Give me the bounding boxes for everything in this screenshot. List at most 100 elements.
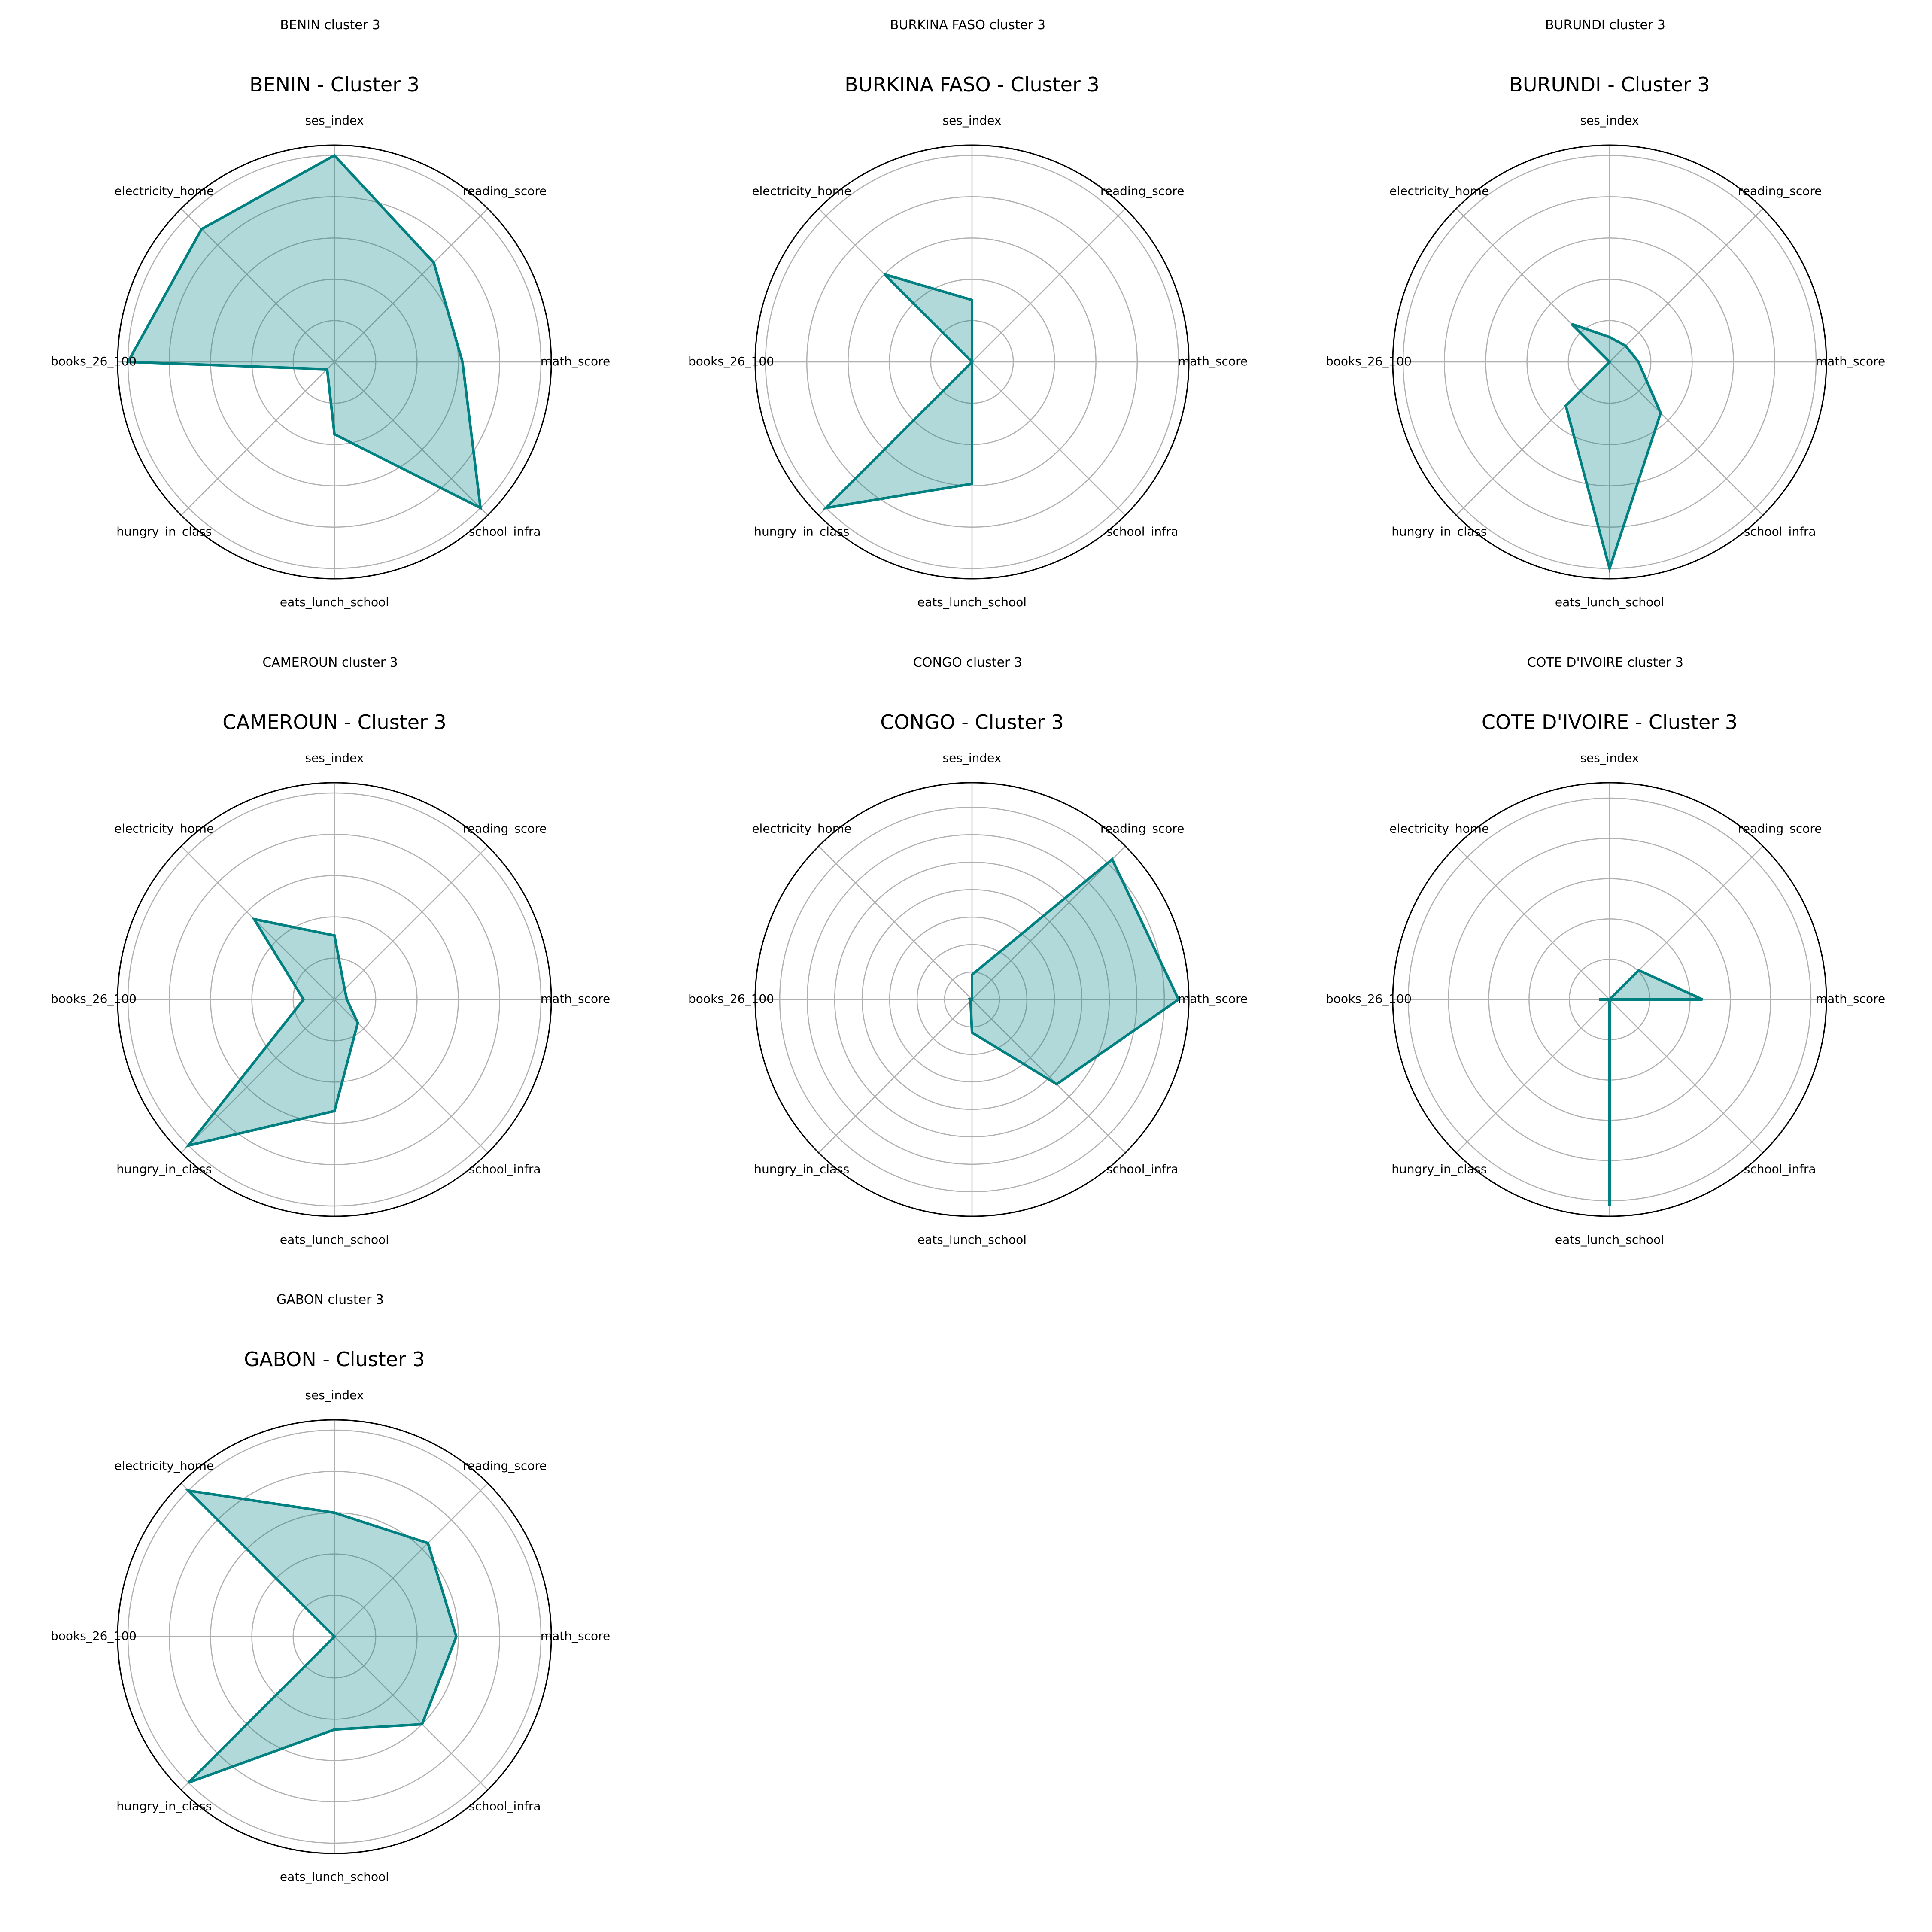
grid-spoke (1455, 999, 1610, 1154)
axis-label-eats-lunch-school: eats_lunch_school (1555, 1233, 1664, 1247)
grid-spoke (334, 1482, 489, 1637)
series-line (185, 1488, 458, 1784)
grid-spoke (1455, 845, 1610, 1000)
series-line (968, 857, 1180, 1086)
grid-spoke (334, 845, 489, 1000)
series-line (1599, 969, 1703, 1206)
chart-title: BURKINA FASO - Cluster 3 (844, 73, 1100, 96)
axis-label-hungry-in-class: hungry_in_class (754, 525, 849, 539)
axis-label-ses-index: ses_index (942, 751, 1001, 765)
axis-label-ses-index: ses_index (305, 751, 364, 765)
chart-title: CONGO - Cluster 3 (880, 711, 1064, 734)
axis-label-math-score: math_score (1178, 354, 1248, 368)
grid-spoke (180, 208, 335, 362)
axis-label-reading-score: reading_score (1738, 821, 1822, 835)
axis-label-math-score: math_score (1816, 354, 1885, 368)
axis-label-books-26-100: books_26_100 (1326, 992, 1412, 1006)
series-line (185, 917, 359, 1148)
grid-spoke (972, 208, 1126, 362)
grid-spoke (1609, 999, 1764, 1154)
polar-frame (1392, 782, 1827, 1217)
figure-subtitle: BENIN cluster 3 (280, 18, 380, 33)
radar-chart: BURUNDI cluster 3 BURUNDI - Cluster 3 ses_… (1326, 18, 1885, 609)
series-area (970, 859, 1179, 1084)
axis-label-ses-index: ses_index (305, 113, 364, 128)
axis-label-reading-score: reading_score (1738, 184, 1822, 198)
axis-label-eats-lunch-school: eats_lunch_school (280, 1870, 389, 1884)
series-area (128, 155, 481, 508)
axis-label-books-26-100: books_26_100 (688, 354, 774, 368)
grid-spoke (180, 999, 335, 1154)
axis-label-school-infra: school_infra (469, 1162, 541, 1176)
grid-spoke (972, 361, 1126, 516)
axis-label-electricity-home: electricity_home (114, 184, 214, 198)
axis-label-eats-lunch-school: eats_lunch_school (917, 595, 1027, 609)
grid-spoke (334, 999, 489, 1154)
axis-label-books-26-100: books_26_100 (688, 992, 774, 1006)
radar-chart: BURKINA FASO cluster 3 BURKINA FASO - Clu… (688, 18, 1248, 609)
axis-label-school-infra: school_infra (469, 1799, 541, 1814)
series-line (1564, 322, 1662, 573)
axis-label-books-26-100: books_26_100 (51, 992, 137, 1006)
series-area (1599, 970, 1703, 1206)
axis-label-reading-score: reading_score (1100, 821, 1185, 835)
axis-label-reading-score: reading_score (1100, 184, 1185, 198)
axis-label-books-26-100: books_26_100 (51, 354, 137, 368)
figure-subtitle: BURKINA FASO cluster 3 (890, 18, 1045, 33)
axis-label-electricity-home: electricity_home (114, 821, 214, 835)
polar-frame (1392, 144, 1827, 580)
chart-title: CAMEROUN - Cluster 3 (222, 711, 447, 734)
axis-label-ses-index: ses_index (305, 1388, 364, 1402)
axis-label-hungry-in-class: hungry_in_class (116, 1799, 212, 1814)
axis-label-reading-score: reading_score (463, 1458, 547, 1473)
grid-spoke (972, 845, 1126, 1000)
series-area (188, 1490, 456, 1783)
radar-chart: BENIN cluster 3 BENIN - Cluster 3 ses_inde… (51, 18, 610, 609)
figure-subtitle: GABON cluster 3 (276, 1292, 384, 1307)
axis-label-ses-index: ses_index (942, 113, 1001, 128)
axis-label-school-infra: school_infra (469, 525, 541, 539)
axis-label-hungry-in-class: hungry_in_class (754, 1162, 849, 1176)
polar-frame (117, 782, 552, 1217)
axis-label-math-score: math_score (541, 1629, 610, 1643)
polar-frame (754, 144, 1190, 580)
grid-spoke (818, 845, 972, 1000)
polar-frame (117, 1419, 552, 1854)
radar-chart: GABON cluster 3 GABON - Cluster 3 ses_inde… (51, 1292, 610, 1884)
radar-chart: COTE D'IVOIRE cluster 3 COTE D'IVOIRE - C… (1326, 655, 1885, 1247)
chart-title: BENIN - Cluster 3 (249, 73, 419, 96)
chart-title: GABON - Cluster 3 (244, 1348, 425, 1371)
axis-label-books-26-100: books_26_100 (51, 1629, 137, 1643)
axis-label-school-infra: school_infra (1744, 525, 1816, 539)
grid-spoke (334, 208, 489, 362)
polar-frame (754, 782, 1190, 1217)
axis-label-electricity-home: electricity_home (752, 821, 851, 835)
axis-label-books-26-100: books_26_100 (1326, 354, 1412, 368)
axis-label-eats-lunch-school: eats_lunch_school (280, 595, 389, 609)
grid-spoke (1609, 208, 1764, 362)
axis-label-ses-index: ses_index (1580, 113, 1639, 128)
axis-label-math-score: math_score (1816, 992, 1885, 1006)
axis-label-hungry-in-class: hungry_in_class (116, 525, 212, 539)
radar-chart: CAMEROUN cluster 3 CAMEROUN - Cluster 3 se… (51, 655, 610, 1247)
axis-label-math-score: math_score (541, 992, 610, 1006)
axis-label-math-score: math_score (541, 354, 610, 368)
axis-label-eats-lunch-school: eats_lunch_school (1555, 595, 1664, 609)
axis-label-reading-score: reading_score (463, 821, 547, 835)
chart-title: BURUNDI - Cluster 3 (1509, 73, 1710, 96)
figure-subtitle: BURUNDI cluster 3 (1545, 18, 1665, 33)
axis-label-electricity-home: electricity_home (752, 184, 851, 198)
axis-label-reading-score: reading_score (463, 184, 547, 198)
axis-label-eats-lunch-school: eats_lunch_school (280, 1233, 389, 1247)
figure-subtitle: CAMEROUN cluster 3 (262, 655, 398, 670)
grid-spoke (334, 1636, 489, 1791)
series-area (188, 919, 358, 1146)
axis-label-hungry-in-class: hungry_in_class (1391, 525, 1487, 539)
axis-label-school-infra: school_infra (1106, 525, 1179, 539)
series-line (126, 154, 482, 510)
figure-subtitle: COTE D'IVOIRE cluster 3 (1527, 655, 1683, 670)
figure-subtitle: CONGO cluster 3 (913, 655, 1022, 670)
axis-label-electricity-home: electricity_home (114, 1458, 214, 1473)
axis-label-math-score: math_score (1178, 992, 1248, 1006)
